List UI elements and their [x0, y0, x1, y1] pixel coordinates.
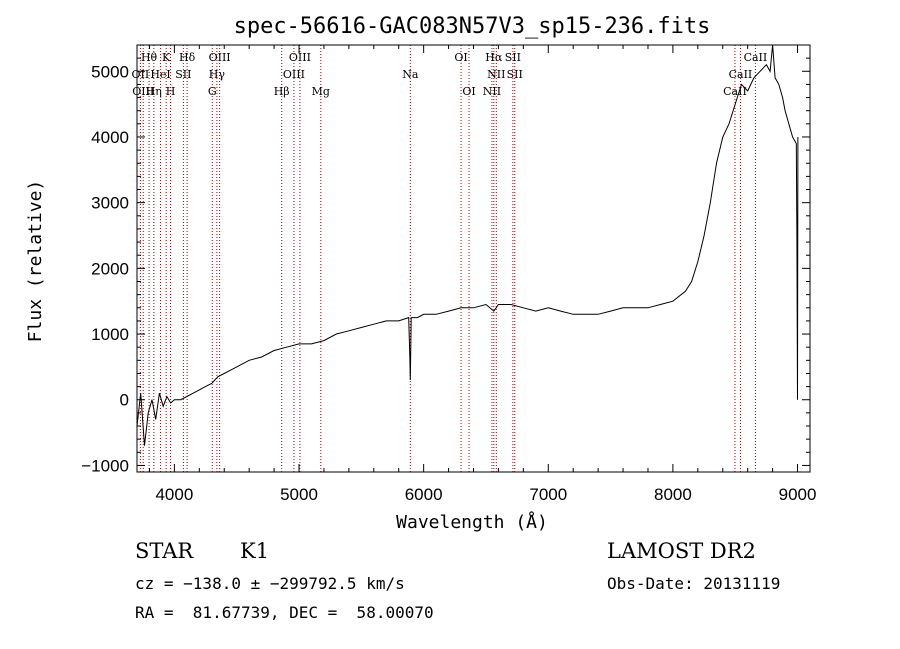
line-label-25: NII	[483, 85, 501, 98]
x-tick-label-5: 9000	[779, 485, 817, 504]
line-label-20: H	[166, 85, 176, 98]
x-axis-label: Wavelength (Å)	[396, 511, 548, 533]
line-label-8: CaII	[744, 51, 768, 64]
obs-date: Obs-Date: 20131119	[607, 574, 781, 593]
line-label-17: CaII	[729, 68, 753, 81]
line-label-22: Hβ	[274, 85, 290, 98]
y-tick-label-4: 3000	[91, 194, 129, 213]
line-label-26: CaII	[723, 85, 747, 98]
line-label-14: Na	[402, 68, 419, 81]
line-label-11: SII	[175, 68, 191, 81]
spectrum-line	[136, 44, 799, 446]
line-label-21: G	[208, 85, 217, 98]
line-label-15: NII	[487, 68, 505, 81]
line-label-10: HeI	[150, 68, 170, 81]
line-label-24: OI	[462, 85, 475, 98]
line-label-16: SII	[507, 68, 523, 81]
x-tick-label-2: 6000	[405, 485, 443, 504]
chart-title: spec-56616-GAC083N57V3_sp15-236.fits	[234, 14, 711, 39]
line-label-6: Hα	[485, 51, 503, 64]
x-tick-label-3: 7000	[529, 485, 567, 504]
y-tick-label-1: 0	[120, 391, 129, 410]
y-tick-label-5: 4000	[91, 128, 129, 147]
line-label-2: Hδ	[179, 51, 196, 64]
survey-name: LAMOST DR2	[607, 539, 756, 563]
line-label-0: Hθ	[141, 51, 158, 64]
redshift-text: cz = −138.0 ± −299792.5 km/s	[135, 574, 405, 593]
x-tick-label-1: 5000	[280, 485, 318, 504]
line-label-3: OIII	[209, 51, 231, 64]
y-tick-label-0: −1000	[81, 456, 129, 475]
y-axis-label: Flux (relative)	[25, 180, 46, 343]
plot-frame	[136, 44, 811, 473]
line-label-19: Hη	[146, 85, 162, 98]
x-axis-ticks: 4000 5000 6000 7000 8000 9000	[148, 45, 817, 504]
line-label-1: K	[162, 51, 171, 64]
emission-line-markers	[139, 45, 756, 472]
line-label-9: OII	[132, 68, 150, 81]
y-tick-label-6: 5000	[91, 62, 129, 81]
x-tick-label-0: 4000	[155, 485, 193, 504]
line-label-5: OI	[454, 51, 467, 64]
line-label-4: OIII	[289, 51, 311, 64]
line-label-23: Mg	[312, 85, 330, 98]
coordinates: RA = 81.67739, DEC = 58.00070	[135, 603, 434, 622]
y-axis-ticks: −1000 0 1000 2000 3000 4000 5000	[81, 44, 810, 475]
y-tick-label-2: 1000	[91, 325, 129, 344]
line-label-12: Hγ	[209, 68, 226, 81]
x-tick-label-4: 8000	[654, 485, 692, 504]
line-label-18: OIII	[132, 85, 154, 98]
object-class: STAR	[135, 539, 194, 563]
object-subclass: K1	[240, 539, 270, 563]
line-label-7: SII	[505, 51, 521, 64]
line-label-13: OIII	[283, 68, 305, 81]
y-tick-label-3: 2000	[91, 259, 129, 278]
